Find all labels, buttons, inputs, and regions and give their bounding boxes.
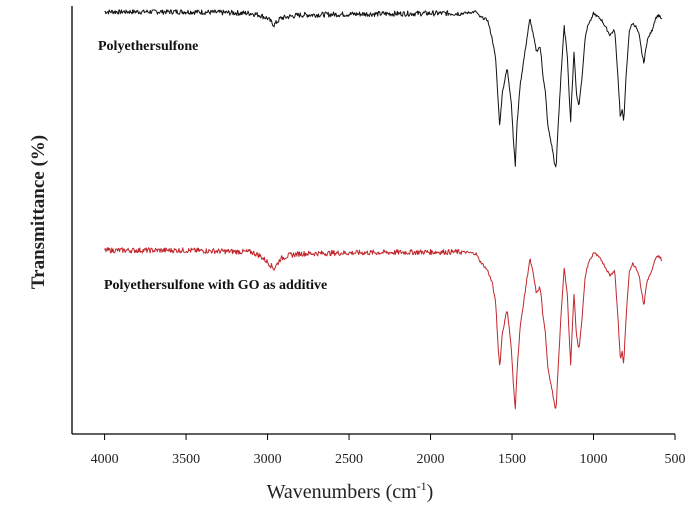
x-tick-label-1500: 1500 [498, 452, 526, 467]
x-tick-labels: 4000 3500 3000 2500 2000 1500 1000 500 [91, 452, 685, 467]
axes [71, 6, 675, 435]
series-label-2: Polyethersulfone with GO as additive [104, 278, 327, 293]
x-axis-title-main: Wavenumbers (cm [267, 481, 417, 503]
x-tick-label-3000: 3000 [254, 452, 282, 467]
x-axis-title: Wavenumbers (cm-1) [267, 479, 434, 503]
y-axis-title: Transmittance (%) [28, 135, 49, 289]
spectrum-line-1 [104, 9, 663, 168]
plot-area [104, 9, 663, 410]
x-tick-label-3500: 3500 [172, 452, 200, 467]
x-axis-title-end: ) [427, 481, 434, 503]
spectrum-line-2 [104, 247, 663, 410]
x-tick-label-1000: 1000 [580, 452, 608, 467]
x-tick-label-500: 500 [665, 452, 685, 467]
x-axis-title-sup: -1 [417, 479, 427, 493]
x-tick-label-4000: 4000 [91, 452, 119, 467]
x-tick-label-2500: 2500 [335, 452, 363, 467]
x-tick-label-2000: 2000 [417, 452, 445, 467]
series-label-1: Polyethersulfone [98, 39, 198, 54]
x-ticks [104, 434, 676, 440]
